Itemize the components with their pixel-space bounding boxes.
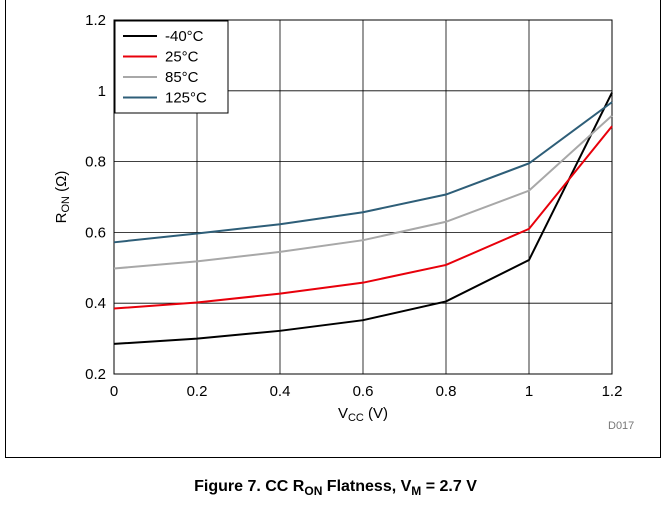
- series-line-0: [113, 92, 613, 345]
- x-tick-label: 0.8: [436, 383, 457, 400]
- y-tick-label: 1: [98, 83, 106, 100]
- y-tick-labels: 0.2 0.4 0.6 0.8 1 1.2: [85, 12, 106, 383]
- x-tick-labels: 0 0.2 0.4 0.6 0.8 1 1.2: [110, 383, 623, 400]
- plot-border: [113, 19, 613, 375]
- x-tick-label: 1: [525, 383, 533, 400]
- y-tick-label: 0.4: [85, 295, 106, 312]
- series-layer: [113, 92, 613, 345]
- legend: -40°C 25°C 85°C 125°C: [114, 20, 229, 114]
- series-line-3: [113, 101, 613, 244]
- x-tick-label: 0.2: [187, 383, 208, 400]
- legend-label: 25°C: [165, 49, 199, 66]
- figure-caption: Figure 7. CC RON Flatness, VM = 2.7 V: [194, 478, 477, 499]
- x-tick-label: 1.2: [602, 383, 623, 400]
- figure-frame: [5, 0, 661, 458]
- x-axis-label: VCC (V): [338, 405, 388, 424]
- figure-id: D017: [608, 420, 635, 432]
- legend-label: 125°C: [165, 90, 207, 107]
- legend-label: -40°C: [165, 28, 204, 45]
- x-tick-label: 0.6: [353, 383, 374, 400]
- y-tick-label: 0.6: [85, 224, 106, 241]
- x-tick-label: 0.4: [270, 383, 291, 400]
- line-chart: 0 0.2 0.4 0.6 0.8 1 1.2 0.20.40.60.811.2 VCC (…: [53, 12, 623, 424]
- y-tick-label: 0.8: [85, 154, 106, 171]
- y-tick-label: 1.2: [85, 12, 106, 29]
- y-axis-label: RON (Ω): [53, 171, 72, 224]
- series-line-1: [113, 125, 613, 310]
- series-line-2: [113, 114, 613, 270]
- legend-label: 85°C: [165, 69, 199, 86]
- x-tick-label: 0: [110, 383, 118, 400]
- y-tick-label: 0.2: [85, 366, 106, 383]
